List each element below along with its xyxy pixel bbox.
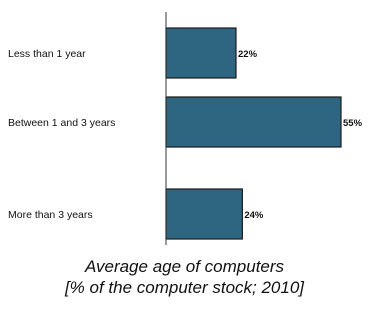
value-label-1: 22%	[238, 49, 258, 60]
category-label-1: Less than 1 year	[8, 48, 86, 60]
value-label-2: 55%	[343, 118, 363, 129]
bar-chart: Less than 1 year 22% Between 1 and 3 years…	[8, 12, 363, 245]
category-label-2: Between 1 and 3 years	[8, 117, 115, 129]
value-label-3: 24%	[244, 210, 264, 221]
chart-subtitle: [% of the computer stock; 2010]	[64, 278, 305, 297]
category-label-3: More than 3 years	[8, 209, 93, 221]
bar-1	[165, 27, 237, 79]
bar-3	[165, 188, 243, 240]
chart-title: Average age of computers	[84, 257, 285, 276]
bar-2	[165, 96, 342, 148]
